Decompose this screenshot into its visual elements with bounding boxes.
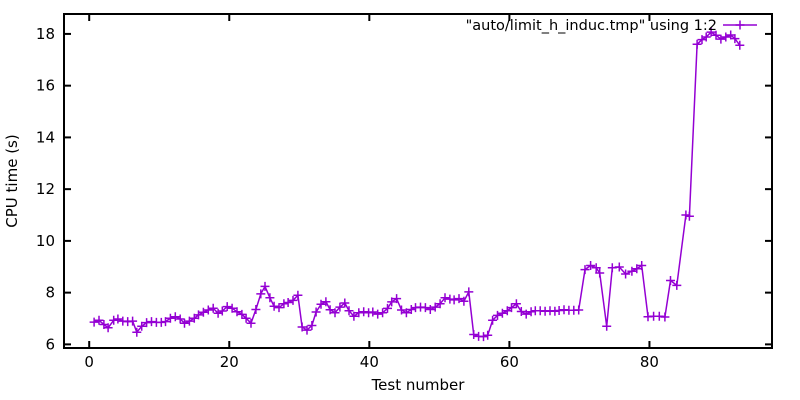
- tick-marks: [64, 14, 772, 348]
- x-tick-label: 80: [640, 353, 659, 371]
- series-plus-markers: [89, 27, 745, 342]
- y-tick-labels: 6 8 10 12 14 16 18: [36, 25, 55, 353]
- x-tick-labels: 0 20 40 60 80: [84, 353, 659, 371]
- y-tick-label: 16: [36, 77, 55, 95]
- y-tick-label: 12: [36, 180, 55, 198]
- x-tick-label: 20: [220, 353, 239, 371]
- legend-label: "auto/limit_h_induc.tmp" using 1:2: [466, 18, 717, 34]
- x-tick-label: 40: [360, 353, 379, 371]
- plot-border: [63, 13, 773, 349]
- y-tick-label: 10: [36, 232, 55, 250]
- legend: "auto/limit_h_induc.tmp" using 1:2: [466, 18, 757, 34]
- y-tick-label: 6: [45, 335, 55, 353]
- y-axis-label: CPU time (s): [3, 134, 21, 227]
- y-tick-label: 14: [36, 128, 55, 146]
- y-tick-label: 18: [36, 25, 55, 43]
- y-tick-label: 8: [45, 284, 55, 302]
- x-tick-label: 60: [500, 353, 519, 371]
- legend-marker-sample: [735, 20, 745, 30]
- x-axis-label: Test number: [371, 376, 466, 394]
- x-tick-label: 0: [84, 353, 94, 371]
